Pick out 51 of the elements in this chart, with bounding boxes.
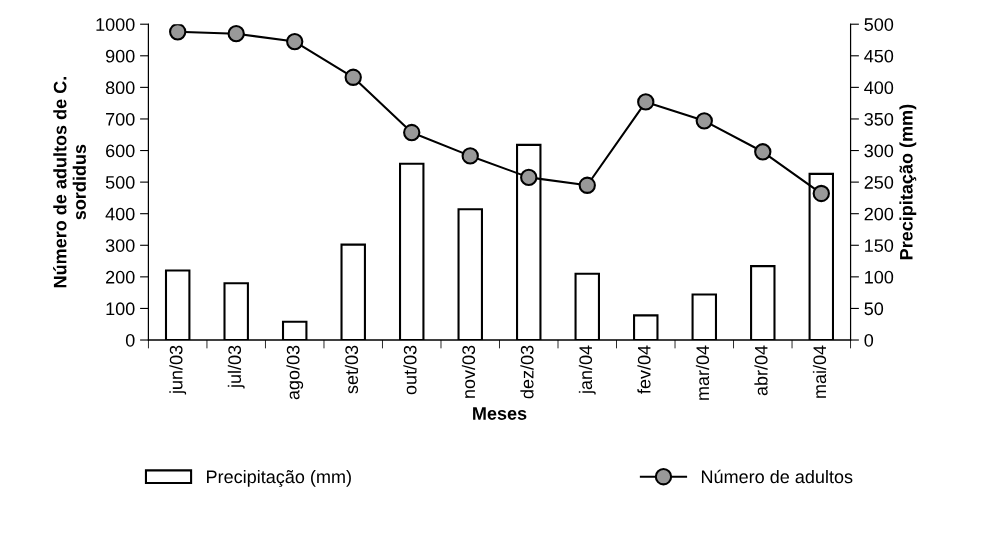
y2-tick-label: 50 xyxy=(864,302,884,316)
point xyxy=(169,24,187,41)
y-tick-label: 300 xyxy=(105,239,135,252)
x-tick-label: jun/03 xyxy=(169,345,187,395)
point xyxy=(461,147,479,165)
y-tick-label: 800 xyxy=(105,81,135,95)
point xyxy=(520,168,538,187)
y-tick-label: 100 xyxy=(106,302,135,316)
y-tick-label: 400 xyxy=(105,207,135,221)
point xyxy=(812,184,830,203)
x-tick-label: out/03 xyxy=(403,345,417,395)
y2-tick-label: 0 xyxy=(864,333,874,347)
point xyxy=(754,143,772,161)
y2-tick-label: 300 xyxy=(864,144,894,158)
y2-tick-label: 100 xyxy=(865,270,894,284)
point xyxy=(637,93,655,111)
x-tick-label: nov/03 xyxy=(461,345,476,398)
y2-tick-label: 450 xyxy=(864,49,894,63)
x-axis-title: Meses xyxy=(473,407,527,420)
x-tick-label: set/03 xyxy=(344,345,359,394)
y2-tick-label: 150 xyxy=(865,239,894,252)
y2-tick-label: 350 xyxy=(864,112,894,126)
y2-tick-label: 400 xyxy=(864,81,894,95)
x-tick-label: dez/03 xyxy=(520,345,534,399)
point xyxy=(695,112,713,130)
y-tick-label: 500 xyxy=(105,176,135,189)
legend-label: Precipitação (mm) xyxy=(207,469,351,487)
x-tick-label: ago/03 xyxy=(286,345,304,400)
y-tick-label: 600 xyxy=(106,144,135,158)
y-tick-label: 0 xyxy=(125,333,135,347)
point xyxy=(578,176,596,194)
point xyxy=(344,68,362,86)
y-tick-label: 900 xyxy=(105,49,135,63)
y-tick-label: 700 xyxy=(106,112,135,126)
y-axis-title: Número de adultos de C. sordidus xyxy=(53,77,86,288)
x-tick-label: jan/04 xyxy=(578,345,596,395)
point xyxy=(227,25,245,43)
y2-tick-label: 250 xyxy=(864,176,894,189)
point xyxy=(286,32,304,51)
x-tick-label: mai/04 xyxy=(812,345,827,398)
x-tick-label: abr/04 xyxy=(754,345,768,396)
point xyxy=(403,123,421,142)
legend-label: Número de adultos xyxy=(701,469,853,484)
x-tick-label: jul/03 xyxy=(227,345,245,389)
y2-tick-label: 500 xyxy=(864,18,894,31)
y-tick-label: 1000 xyxy=(96,18,135,31)
x-tick-label: fev/04 xyxy=(637,345,651,394)
y2-axis-title: Precipitação (mm) xyxy=(899,104,917,260)
y-tick-label: 200 xyxy=(106,270,135,284)
y2-tick-label: 200 xyxy=(864,207,894,221)
x-tick-label: mar/04 xyxy=(695,345,710,400)
